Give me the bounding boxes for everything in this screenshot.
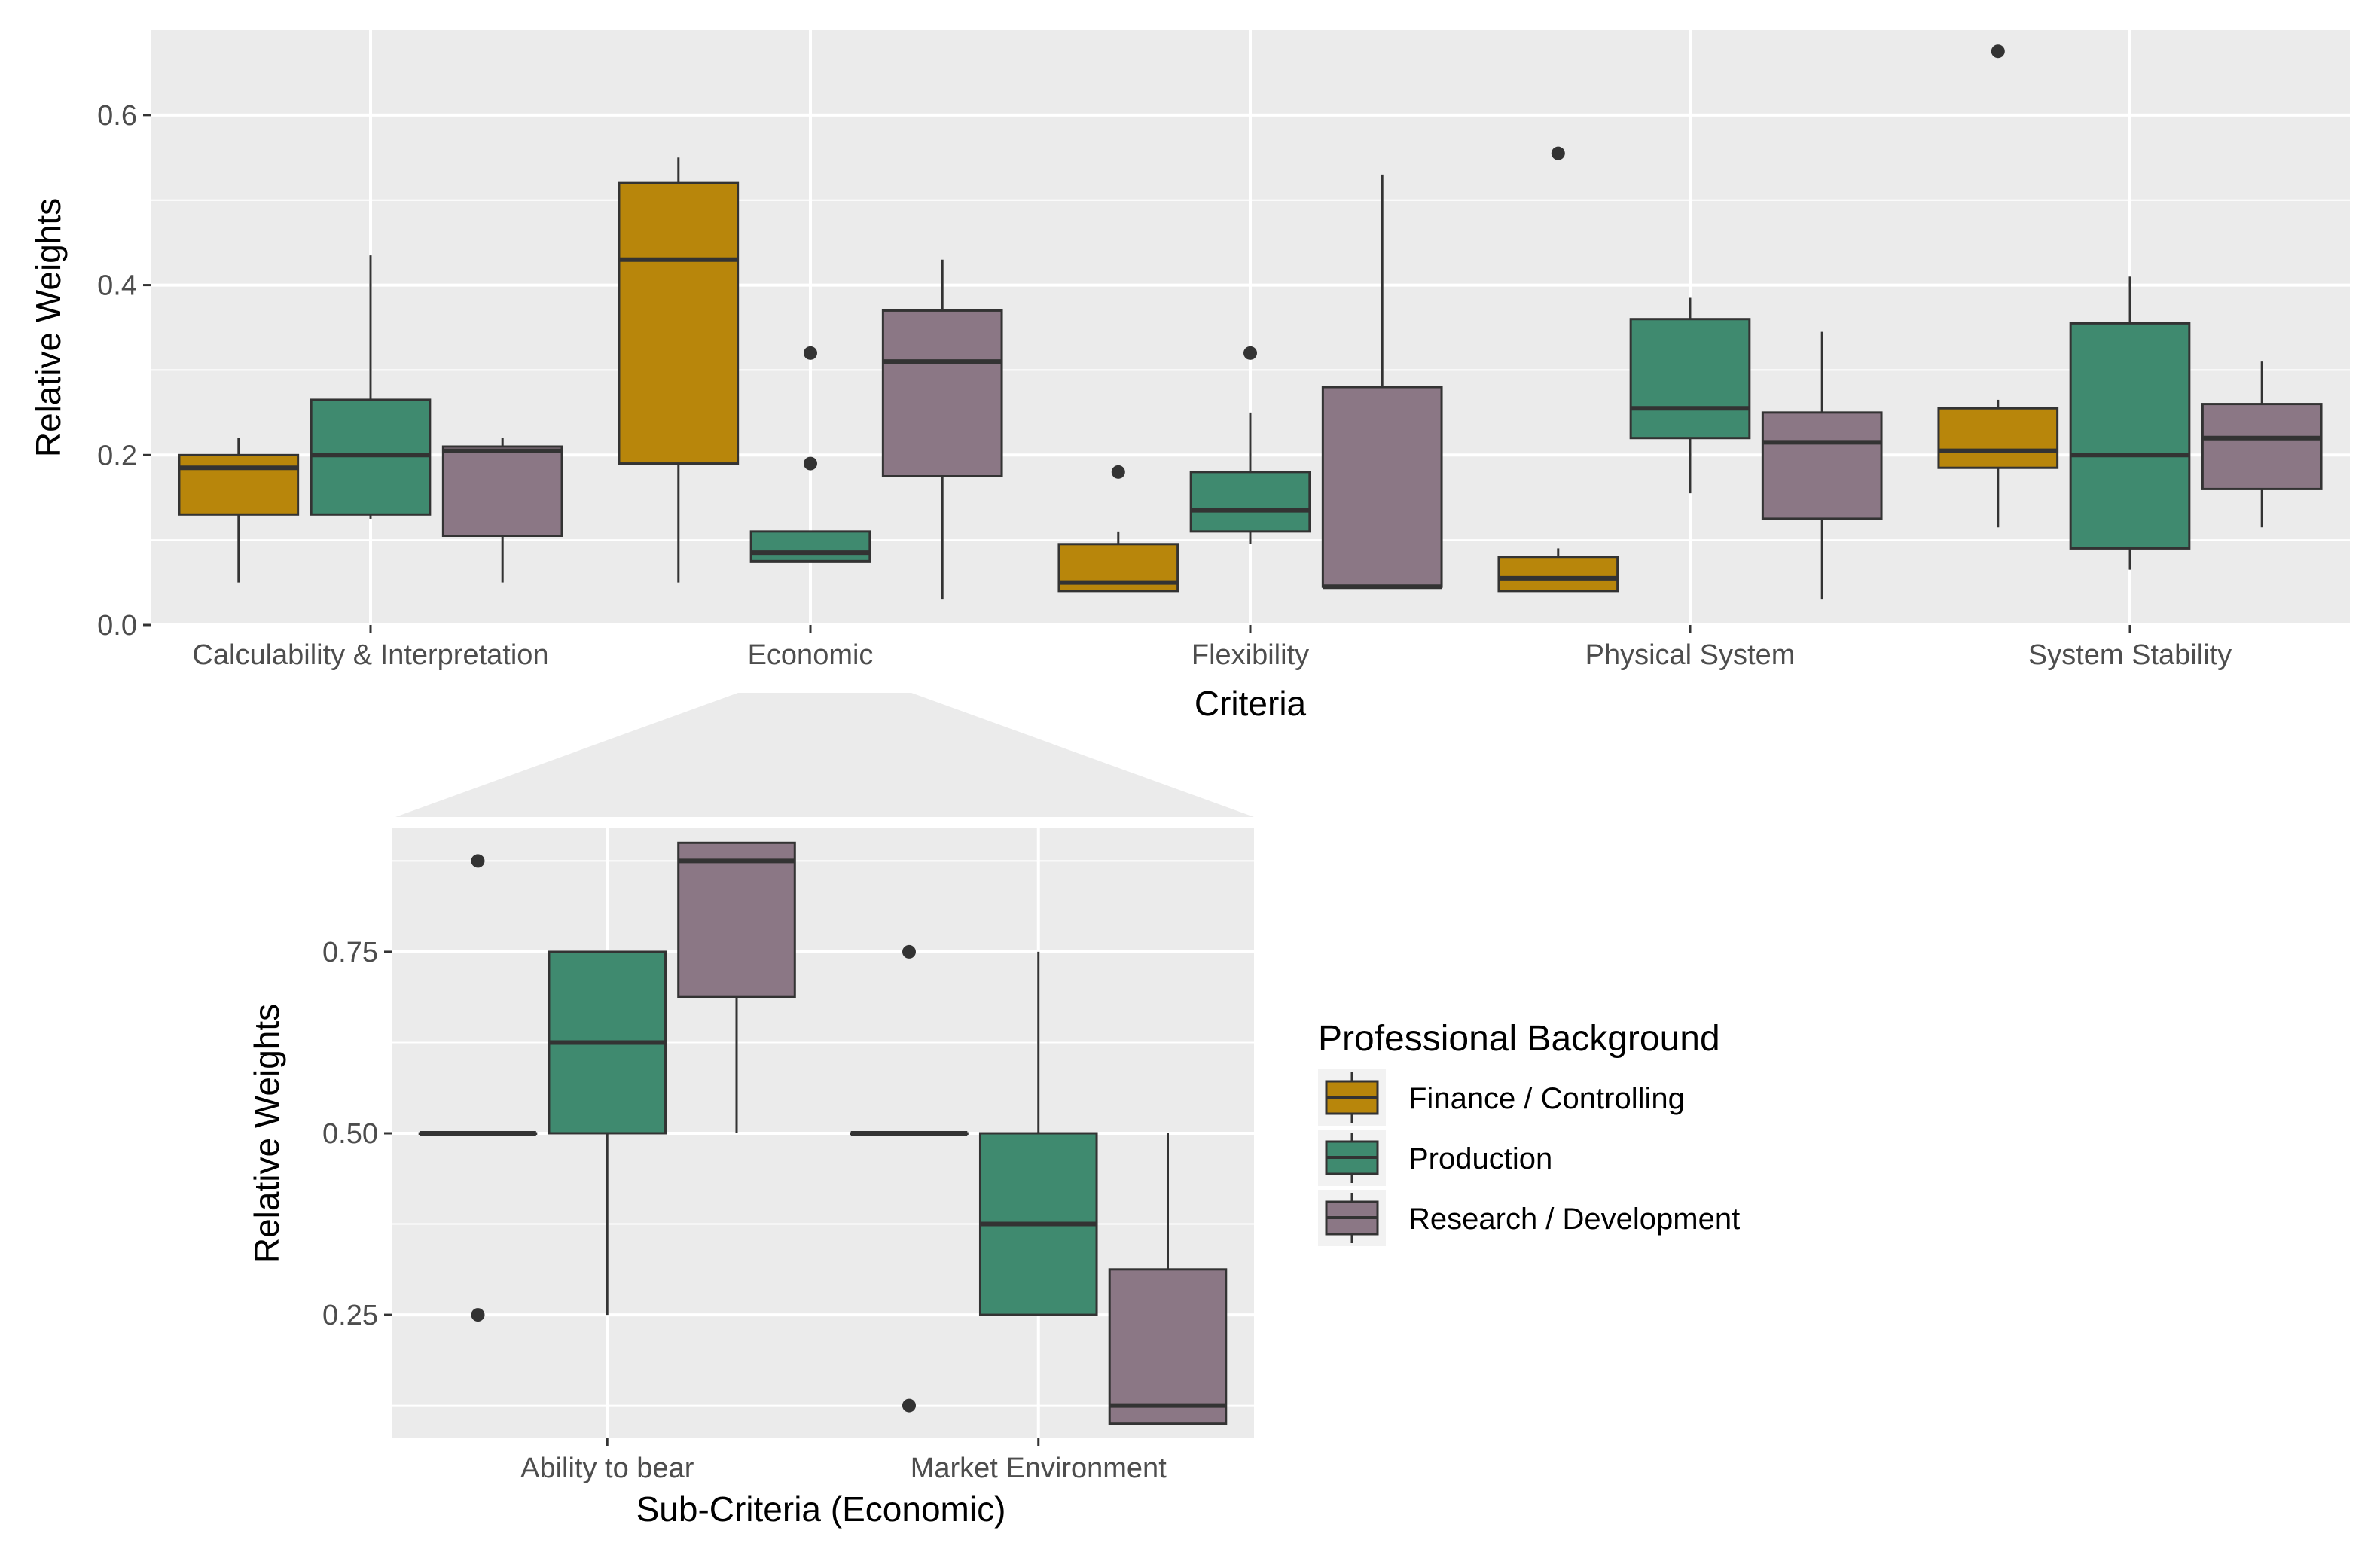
x-tick-label: Calculability & Interpretation <box>192 639 548 671</box>
outlier-point <box>1243 346 1257 360</box>
inset-x-ticks: Ability to bear Market Environment <box>520 1438 1167 1484</box>
outlier-point <box>804 456 817 471</box>
box <box>441 438 563 583</box>
box <box>2201 361 2323 528</box>
box-iqr <box>1629 318 1751 440</box>
box <box>749 346 871 563</box>
x-tick-label: System Stability <box>2028 639 2232 671</box>
box-iqr <box>2201 403 2323 490</box>
x-tick-label: Economic <box>748 639 874 671</box>
x-tick-label: Flexibility <box>1192 639 1309 671</box>
x-tick-label: Physical System <box>1585 639 1796 671</box>
box <box>418 854 538 1322</box>
legend-label: Production <box>1408 1142 1552 1175</box>
inset-x-axis-title: Sub-Criteria (Economic) <box>636 1489 1006 1529</box>
main-y-ticks: 0.0 0.2 0.4 0.6 <box>97 100 151 642</box>
main-y-axis-title: Relative Weights <box>29 198 68 457</box>
box <box>677 841 796 1133</box>
y-tick-label: 0.0 <box>97 610 137 642</box>
main-boxes <box>178 44 2323 600</box>
box <box>1761 331 1883 600</box>
box-iqr <box>1108 1268 1228 1425</box>
box <box>1057 465 1179 593</box>
legend-items: Finance / Controlling Production Research … <box>1318 1069 1740 1246</box>
legend-title: Professional Background <box>1318 1019 1720 1059</box>
box <box>978 951 1098 1316</box>
box <box>618 157 740 583</box>
inset-boxes <box>418 841 1228 1425</box>
box-iqr <box>881 309 1003 477</box>
box <box>881 259 1003 600</box>
outlier-point <box>471 1308 485 1322</box>
zoom-connector <box>395 693 1254 817</box>
outlier-point <box>1551 146 1565 160</box>
box <box>1108 1133 1228 1425</box>
y-tick-label: 0.25 <box>322 1300 378 1331</box>
legend-label: Finance / Controlling <box>1408 1082 1685 1115</box>
outlier-point <box>902 1398 916 1413</box>
legend-item: Production <box>1318 1130 1552 1186</box>
box <box>178 438 300 583</box>
legend: Professional Background Finance / Contro… <box>1318 1019 1740 1246</box>
legend-label: Research / Development <box>1408 1203 1740 1236</box>
outlier-point <box>1991 44 2005 59</box>
box-iqr <box>441 445 563 537</box>
box-iqr <box>1761 411 1883 520</box>
y-tick-label: 0.6 <box>97 100 137 132</box>
box <box>1321 174 1443 590</box>
x-tick-label: Ability to bear <box>520 1453 694 1484</box>
box <box>1189 346 1311 544</box>
main-x-axis-title: Criteria <box>1195 684 1307 723</box>
inset-chart: 0.25 0.50 0.75 Ability to bear Market Envir… <box>247 828 1254 1529</box>
y-tick-label: 0.75 <box>322 937 378 968</box>
box <box>1497 146 1619 593</box>
outlier-point <box>902 944 916 959</box>
main-chart: 0.0 0.2 0.4 0.6 Calculability & Interpretat… <box>29 30 2350 723</box>
box-iqr <box>749 530 871 563</box>
outlier-point <box>1111 465 1125 479</box>
outlier-point <box>804 346 817 360</box>
box <box>548 950 667 1316</box>
box <box>1629 297 1751 494</box>
inset-y-ticks: 0.25 0.50 0.75 <box>322 937 392 1331</box>
outlier-point <box>471 854 485 868</box>
box <box>2069 276 2191 570</box>
inset-y-axis-title: Relative Weights <box>247 1004 286 1263</box>
box-iqr <box>618 181 740 465</box>
y-tick-label: 0.50 <box>322 1118 378 1150</box>
legend-item: Research / Development <box>1318 1190 1740 1246</box>
box <box>850 944 969 1413</box>
box-iqr <box>1937 407 2059 469</box>
box-iqr <box>2069 322 2191 550</box>
y-tick-label: 0.2 <box>97 440 137 471</box>
y-tick-label: 0.4 <box>97 270 137 302</box>
box <box>1937 44 2059 528</box>
box-iqr <box>1321 386 1443 588</box>
box-iqr <box>178 453 300 516</box>
box <box>310 255 432 519</box>
box-iqr <box>677 841 796 998</box>
x-tick-label: Market Environment <box>911 1453 1167 1484</box>
legend-item: Finance / Controlling <box>1318 1069 1685 1126</box>
box-iqr <box>1189 471 1311 533</box>
main-x-ticks: Calculability & Interpretation Economic Fl… <box>192 625 2232 671</box>
box-iqr <box>1497 556 1619 593</box>
